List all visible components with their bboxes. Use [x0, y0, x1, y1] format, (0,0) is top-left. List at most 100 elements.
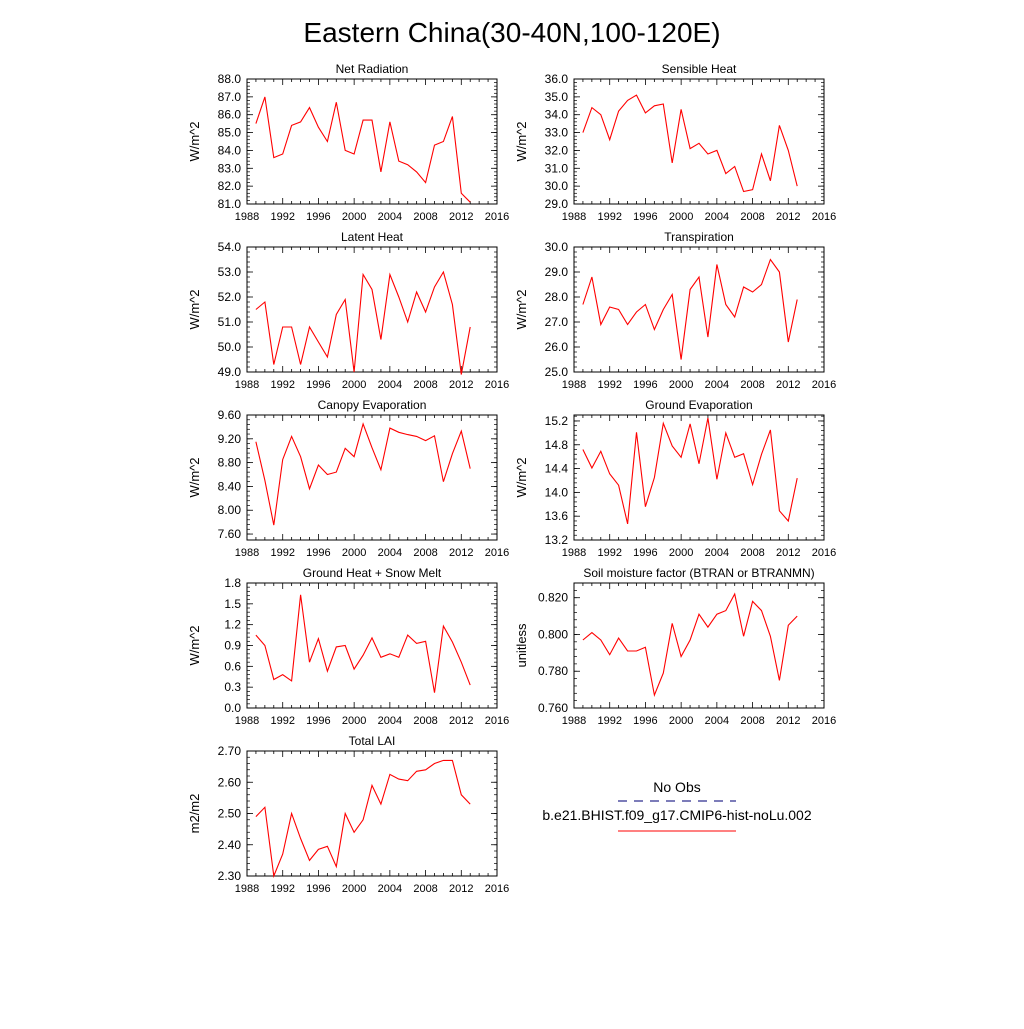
y-tick-label: 0.0 [224, 701, 241, 715]
y-tick-label: 29.0 [545, 197, 569, 211]
y-tick-label: 81.0 [218, 197, 242, 211]
x-tick-label: 2016 [812, 547, 836, 559]
x-tick-label: 2000 [669, 211, 693, 223]
y-tick-label: 85.0 [218, 126, 242, 140]
y-tick-label: 49.0 [218, 365, 242, 379]
y-tick-label: 13.2 [545, 533, 569, 547]
plot-frame [573, 78, 825, 205]
y-tick-label: 2.70 [218, 744, 242, 758]
panel-title: Canopy Evaporation [318, 398, 427, 412]
x-tick-label: 2008 [413, 715, 437, 727]
x-tick-label: 2008 [413, 547, 437, 559]
plot-frame [573, 246, 825, 373]
x-tick-label: 1996 [306, 715, 330, 727]
x-tick-label: 2000 [669, 715, 693, 727]
y-tick-label: 8.00 [218, 503, 242, 517]
y-axis-label: W/m^2 [187, 625, 202, 665]
x-tick-label: 2004 [705, 379, 729, 391]
y-tick-label: 7.60 [218, 527, 242, 541]
panel-title: Ground Evaporation [645, 398, 752, 412]
x-tick-label: 2000 [342, 379, 366, 391]
x-tick-label: 2008 [413, 379, 437, 391]
y-tick-label: 27.0 [545, 315, 569, 329]
panel-title: Total LAI [349, 734, 396, 748]
y-tick-label: 25.0 [545, 365, 569, 379]
x-tick-label: 1992 [597, 715, 621, 727]
x-tick-label: 2016 [812, 379, 836, 391]
plot-frame [246, 582, 498, 709]
panel-title: Sensible Heat [662, 62, 737, 76]
y-tick-label: 51.0 [218, 315, 242, 329]
panel-title: Transpiration [664, 230, 734, 244]
x-tick-label: 2012 [776, 379, 800, 391]
panel-transpiration: Transpiration W/m^2 1988 1992 1996 2000 2004 20… [514, 230, 836, 391]
y-tick-label: 35.0 [545, 90, 569, 104]
series-line [255, 759, 471, 879]
x-tick-label: 2016 [485, 211, 509, 223]
x-tick-label: 2016 [812, 211, 836, 223]
x-tick-label: 2000 [669, 379, 693, 391]
y-tick-label: 33.0 [545, 126, 569, 140]
y-tick-label: 1.8 [224, 576, 241, 590]
x-tick-label: 2000 [342, 883, 366, 895]
legend: No Obs b.e21.BHIST.f09_g17.CMIP6-hist-no… [542, 779, 812, 832]
y-tick-label: 36.0 [545, 72, 569, 86]
y-tick-label: 82.0 [218, 179, 242, 193]
y-axis-label: W/m^2 [187, 289, 202, 329]
y-tick-label: 88.0 [218, 72, 242, 86]
y-axis-label: unitless [514, 623, 529, 668]
x-tick-label: 1992 [597, 547, 621, 559]
panel-sensible-heat: Sensible Heat W/m^2 1988 1992 1996 2000 2004 20… [514, 62, 836, 223]
legend-label-obs: No Obs [653, 779, 700, 795]
figure-title: Eastern China(30-40N,100-120E) [303, 17, 720, 48]
x-tick-label: 2012 [449, 547, 473, 559]
x-tick-label: 1992 [597, 211, 621, 223]
y-tick-label: 0.6 [224, 659, 241, 673]
y-tick-label: 2.50 [218, 807, 242, 821]
y-tick-label: 8.40 [218, 479, 242, 493]
x-tick-label: 1996 [633, 211, 657, 223]
panel-soil-moisture-factor-btran-or-btranmn: Soil moisture factor (BTRAN or BTRANMN) u… [514, 566, 836, 727]
x-tick-label: 1992 [270, 715, 294, 727]
panel-net-radiation: Net Radiation W/m^2 1988 1992 1996 2000 2004 20… [187, 62, 509, 223]
x-tick-label: 1996 [306, 547, 330, 559]
y-axis-label: W/m^2 [514, 457, 529, 497]
y-tick-label: 0.760 [538, 701, 568, 715]
x-tick-label: 2004 [378, 211, 402, 223]
x-tick-label: 1996 [633, 379, 657, 391]
series-line [582, 417, 798, 525]
y-tick-label: 15.2 [545, 414, 569, 428]
y-axis-label: W/m^2 [514, 121, 529, 161]
x-tick-label: 2016 [485, 883, 509, 895]
x-tick-label: 1992 [270, 379, 294, 391]
x-tick-label: 1992 [270, 211, 294, 223]
series-line [582, 258, 798, 360]
y-tick-label: 30.0 [545, 240, 569, 254]
y-tick-label: 1.2 [224, 618, 241, 632]
y-tick-label: 34.0 [545, 108, 569, 122]
x-tick-label: 1988 [562, 715, 586, 727]
y-tick-label: 30.0 [545, 179, 569, 193]
y-axis-label: W/m^2 [187, 121, 202, 161]
x-tick-label: 1988 [235, 715, 259, 727]
x-tick-label: 1988 [562, 547, 586, 559]
panel-title: Ground Heat + Snow Melt [303, 566, 442, 580]
x-tick-label: 2008 [740, 547, 764, 559]
x-tick-label: 2004 [705, 715, 729, 727]
panels: Net Radiation W/m^2 1988 1992 1996 2000 2004 20… [187, 62, 836, 895]
panel-title: Net Radiation [336, 62, 409, 76]
y-tick-label: 84.0 [218, 143, 242, 157]
x-tick-label: 2008 [740, 715, 764, 727]
x-tick-label: 2016 [485, 715, 509, 727]
x-tick-label: 1988 [562, 379, 586, 391]
y-tick-label: 8.80 [218, 456, 242, 470]
y-tick-label: 2.40 [218, 838, 242, 852]
y-tick-label: 2.60 [218, 775, 242, 789]
panel-total-lai: Total LAI m2/m2 1988 1992 1996 2000 2004 2008 20… [187, 734, 509, 895]
x-tick-label: 1992 [270, 547, 294, 559]
x-tick-label: 2004 [378, 883, 402, 895]
y-tick-label: 0.780 [538, 664, 568, 678]
y-tick-label: 29.0 [545, 265, 569, 279]
legend-label-model: b.e21.BHIST.f09_g17.CMIP6-hist-noLu.002 [542, 807, 811, 823]
